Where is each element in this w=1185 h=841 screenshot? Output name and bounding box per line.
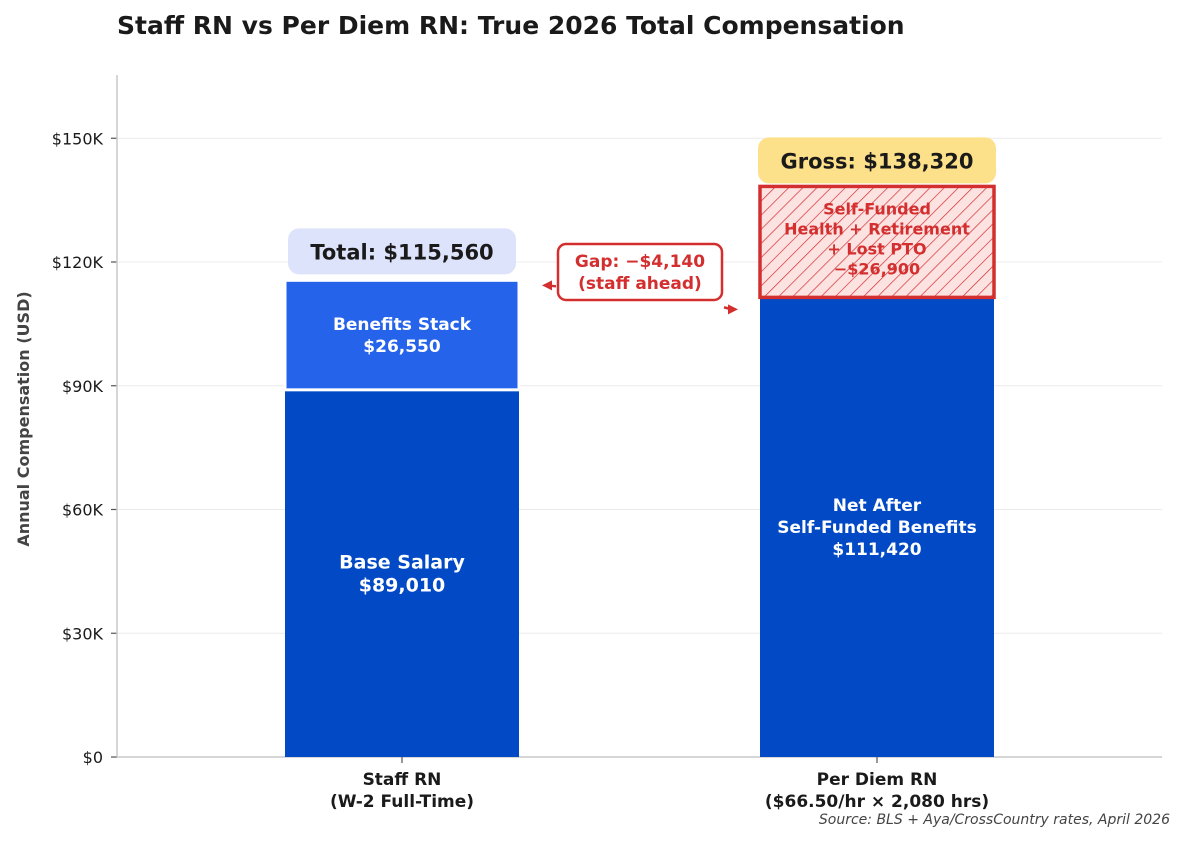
- y-tick-label: $0: [83, 748, 103, 767]
- benefits-segment: [283, 278, 521, 392]
- deduction-segment-hatch: [758, 184, 996, 300]
- x-tick-label: Per Diem RN ($66.50/hr × 2,080 hrs): [765, 770, 989, 812]
- source-note: Source: BLS + Aya/CrossCountry rates, Ap…: [819, 812, 1170, 828]
- bar-segments: [283, 184, 996, 757]
- segment-label: Base Salary $89,010: [339, 552, 465, 597]
- segment-label: Benefits Stack $26,550: [333, 315, 472, 357]
- gap-label: Gap: −$4,140 (staff ahead): [575, 252, 705, 294]
- total-badge: [288, 228, 516, 275]
- y-tick-label: $30K: [62, 624, 104, 643]
- base-segment: [285, 389, 519, 757]
- segment-label: Net After Self-Funded Benefits $111,420: [777, 496, 976, 560]
- gridlines: [117, 137, 1162, 634]
- annotations: Total: $115,560 Gross: $138,320 Gap: −$4,1…: [288, 137, 996, 315]
- chart-title: Staff RN vs Per Diem RN: True 2026 Total…: [117, 11, 905, 40]
- gap-arrowhead-left: [542, 280, 552, 291]
- gap-arrowhead-right: [728, 304, 738, 315]
- x-tick-label: Staff RN (W-2 Full-Time): [330, 770, 474, 812]
- y-tick-label: $60K: [62, 501, 104, 520]
- segment-label: Self-Funded Health + Retirement + Lost PTO…: [784, 200, 970, 279]
- segment-labels: Base Salary $89,010 Benefits Stack $26,550 N…: [333, 200, 977, 597]
- total-badge: [758, 137, 996, 184]
- y-tick-label: $120K: [52, 253, 104, 272]
- y-tick-label: $90K: [62, 377, 104, 396]
- y-tick-label: $150K: [52, 129, 104, 148]
- y-axis-label: Annual Compensation (USD): [14, 291, 33, 546]
- gap-box: [556, 242, 724, 302]
- total-badge-label: Total: $115,560: [310, 240, 493, 264]
- base-segment: [760, 297, 994, 757]
- total-badge-label: Gross: $138,320: [781, 149, 974, 173]
